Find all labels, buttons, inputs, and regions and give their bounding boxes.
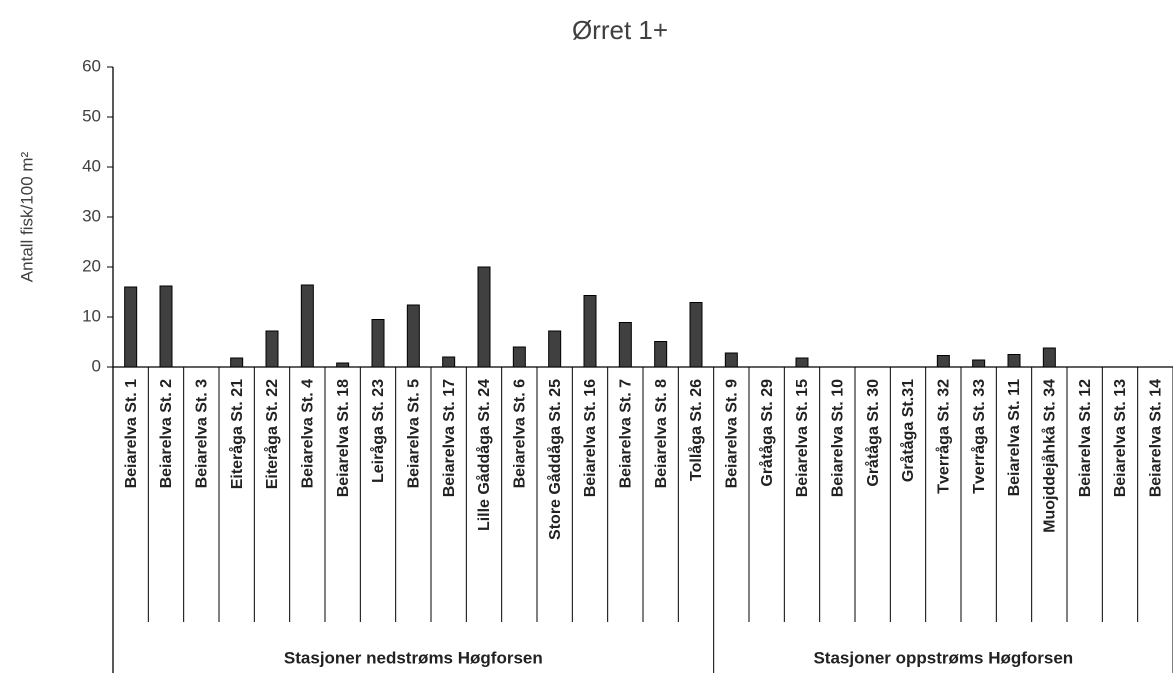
x-tick-label: Beiarelva St. 8 xyxy=(653,379,670,489)
bar xyxy=(1042,347,1056,368)
x-tick-label: Gråtåga St. 30 xyxy=(864,379,882,487)
x-tick-label: Beiarelva St. 5 xyxy=(406,379,423,489)
bar xyxy=(300,284,314,368)
bar xyxy=(159,285,173,368)
bar xyxy=(724,352,738,368)
group-label: Stasjoner nedstrøms Høgforsen xyxy=(284,648,543,667)
x-tick-label: Store Gåddåga St. 25 xyxy=(546,379,564,540)
x-tick-label: Tverråga St. 33 xyxy=(970,379,988,494)
x-tick-label: Gråtåga St. 29 xyxy=(758,379,776,487)
x-tick-label: Beiarelva St. 3 xyxy=(194,379,211,489)
y-tick-label: 10 xyxy=(82,306,101,325)
bar xyxy=(230,357,244,368)
x-tick-label: Beiarelva St. 17 xyxy=(441,379,458,497)
y-tick-label: 60 xyxy=(82,56,101,75)
bar xyxy=(972,359,986,368)
x-tick-label: Beiarelva St. 13 xyxy=(1112,379,1129,497)
bar xyxy=(1007,354,1021,368)
y-tick-label: 0 xyxy=(92,356,101,375)
x-tick-label: Eiteråga St. 22 xyxy=(263,379,281,489)
bar xyxy=(654,341,668,368)
x-tick-label: Lille Gåddåga St. 24 xyxy=(475,379,493,531)
bar xyxy=(406,304,420,368)
x-tick-label: Beiarelva St. 15 xyxy=(794,379,811,497)
x-tick-label: Beiarelva St. 6 xyxy=(512,379,529,489)
x-tick-label: Leiråga St. 23 xyxy=(369,379,387,483)
bar xyxy=(583,295,597,368)
x-tick-label: Tverråga St. 32 xyxy=(935,379,953,494)
x-tick-label: Beiarelva St. 11 xyxy=(1006,379,1023,497)
bar xyxy=(442,356,456,368)
x-tick-label: Beiarelva St. 4 xyxy=(300,379,317,489)
bar xyxy=(371,319,385,368)
bar xyxy=(477,266,491,368)
x-tick-label: Beiarelva St. 10 xyxy=(830,379,847,497)
y-tick-label: 40 xyxy=(82,156,101,175)
x-tick-label: Beiarelva St. 7 xyxy=(618,379,635,489)
y-tick-label: 30 xyxy=(82,206,101,225)
group-label: Stasjoner oppstrøms Høgforsen xyxy=(813,648,1073,667)
bar xyxy=(618,322,632,368)
x-tick-label: Beiarelva St. 12 xyxy=(1077,379,1094,497)
x-tick-label: Beiarelva St. 1 xyxy=(123,379,140,489)
x-tick-label: Beiarelva St. 14 xyxy=(1148,379,1165,497)
x-tick-label: Gråtåga St.31 xyxy=(899,379,917,482)
bar xyxy=(336,362,350,368)
bar xyxy=(512,346,526,368)
x-tick-label: Beiarelva St. 16 xyxy=(582,379,599,497)
x-tick-label: Eiteråga St. 21 xyxy=(228,379,246,489)
bar xyxy=(795,357,809,368)
y-tick-label: 50 xyxy=(82,106,101,125)
y-axis-label: Antall fisk/100 m² xyxy=(17,151,36,282)
x-tick-label: Beiarelva St. 18 xyxy=(335,379,352,497)
bar xyxy=(548,330,562,368)
bar xyxy=(265,330,279,368)
bar xyxy=(936,355,950,368)
bar xyxy=(124,286,138,368)
chart-title: Ørret 1+ xyxy=(572,15,668,45)
x-tick-label: Beiarelva St. 2 xyxy=(158,379,175,489)
x-tick-label: Beiarelva St. 9 xyxy=(724,379,741,489)
x-tick-label: Muojddejåhkå St. 34 xyxy=(1041,379,1059,533)
bar xyxy=(689,302,703,368)
y-tick-label: 20 xyxy=(82,256,101,275)
x-tick-label: Tollåga St. 26 xyxy=(687,379,705,481)
